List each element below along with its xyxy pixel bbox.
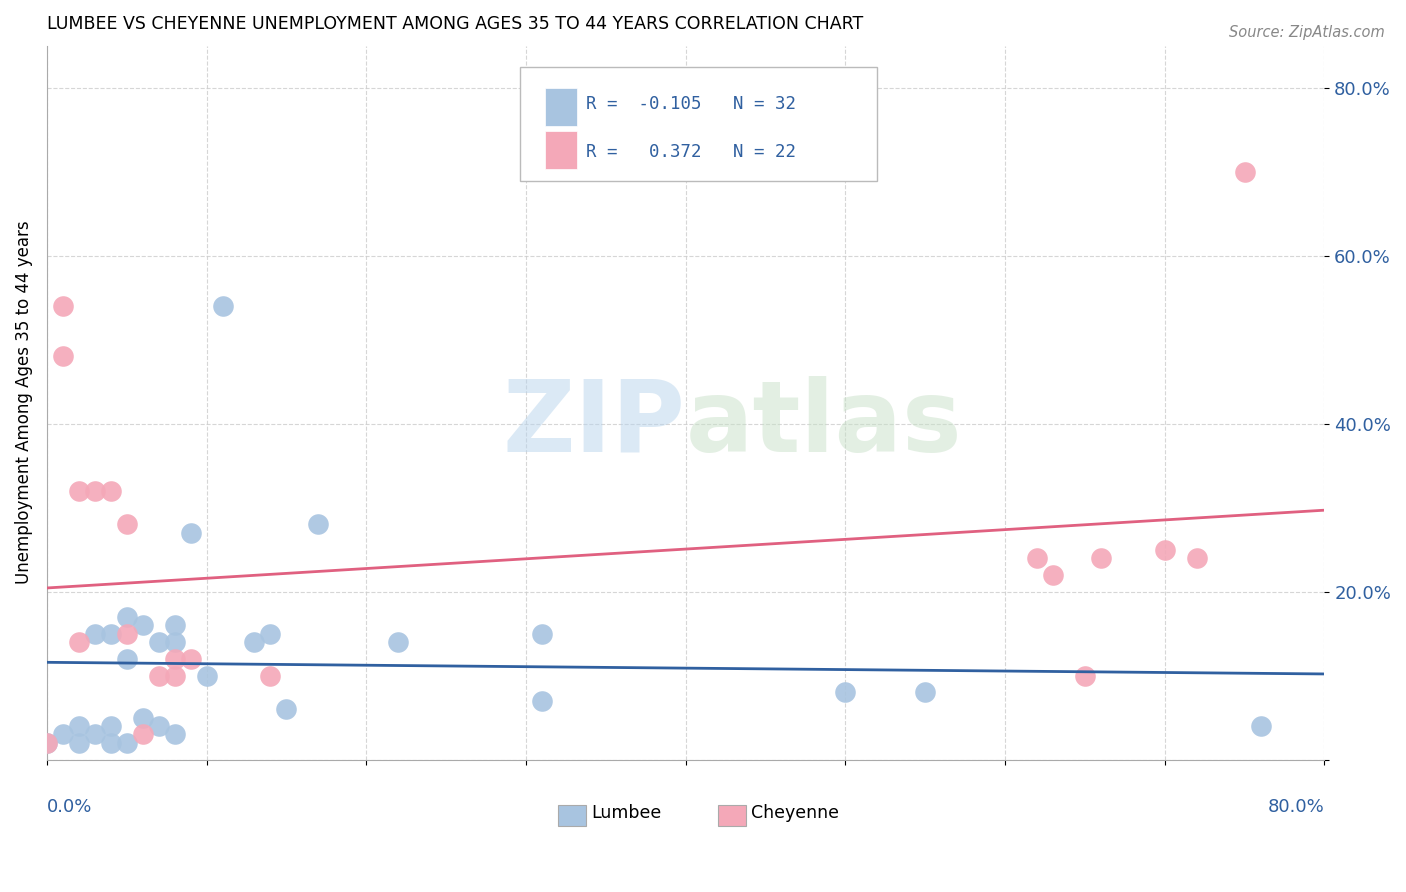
Point <box>148 719 170 733</box>
Text: LUMBEE VS CHEYENNE UNEMPLOYMENT AMONG AGES 35 TO 44 YEARS CORRELATION CHART: LUMBEE VS CHEYENNE UNEMPLOYMENT AMONG AG… <box>46 15 863 33</box>
Point <box>163 652 186 666</box>
Point <box>115 652 138 666</box>
FancyBboxPatch shape <box>520 67 877 181</box>
Point <box>115 626 138 640</box>
Text: 80.0%: 80.0% <box>1268 798 1324 816</box>
Text: ZIP: ZIP <box>503 376 686 473</box>
Point <box>115 609 138 624</box>
Y-axis label: Unemployment Among Ages 35 to 44 years: Unemployment Among Ages 35 to 44 years <box>15 221 32 584</box>
Point <box>35 736 58 750</box>
Point <box>131 710 153 724</box>
Point <box>52 727 75 741</box>
Point <box>163 618 186 632</box>
Text: Source: ZipAtlas.com: Source: ZipAtlas.com <box>1229 25 1385 40</box>
Point <box>52 299 75 313</box>
Point <box>914 685 936 699</box>
Point <box>67 635 90 649</box>
Point <box>35 736 58 750</box>
Point <box>1250 719 1272 733</box>
Point <box>163 727 186 741</box>
Point <box>1042 567 1064 582</box>
Point <box>180 525 202 540</box>
Bar <box>546 131 576 169</box>
Point <box>67 719 90 733</box>
Text: 0.0%: 0.0% <box>46 798 93 816</box>
Point <box>387 635 409 649</box>
Point <box>1233 164 1256 178</box>
Text: atlas: atlas <box>686 376 962 473</box>
Point <box>259 626 281 640</box>
Point <box>100 719 122 733</box>
Point <box>52 350 75 364</box>
Bar <box>558 805 586 826</box>
Point <box>307 517 329 532</box>
Point <box>163 635 186 649</box>
Point <box>530 626 553 640</box>
Point <box>276 702 298 716</box>
Point <box>259 668 281 682</box>
Point <box>211 299 233 313</box>
Text: Cheyenne: Cheyenne <box>751 805 839 822</box>
Point <box>115 517 138 532</box>
Point <box>1074 668 1097 682</box>
Point <box>1185 551 1208 566</box>
Point <box>195 668 218 682</box>
Point <box>83 483 105 498</box>
Bar <box>546 88 576 126</box>
Point <box>83 626 105 640</box>
Point <box>834 685 856 699</box>
Point <box>100 736 122 750</box>
Bar <box>717 805 745 826</box>
Point <box>83 727 105 741</box>
Point <box>67 483 90 498</box>
Point <box>1026 551 1049 566</box>
Point <box>180 652 202 666</box>
Text: R =  -0.105   N = 32: R = -0.105 N = 32 <box>586 95 796 113</box>
Point <box>1153 542 1175 557</box>
Point <box>243 635 266 649</box>
Point <box>67 736 90 750</box>
Point <box>100 626 122 640</box>
Point <box>148 635 170 649</box>
Point <box>1090 551 1112 566</box>
Point <box>148 668 170 682</box>
Point <box>100 483 122 498</box>
Point <box>131 727 153 741</box>
Point <box>115 736 138 750</box>
Text: R =   0.372   N = 22: R = 0.372 N = 22 <box>586 144 796 161</box>
Point <box>163 668 186 682</box>
Point <box>530 694 553 708</box>
Point <box>131 618 153 632</box>
Text: Lumbee: Lumbee <box>591 805 661 822</box>
